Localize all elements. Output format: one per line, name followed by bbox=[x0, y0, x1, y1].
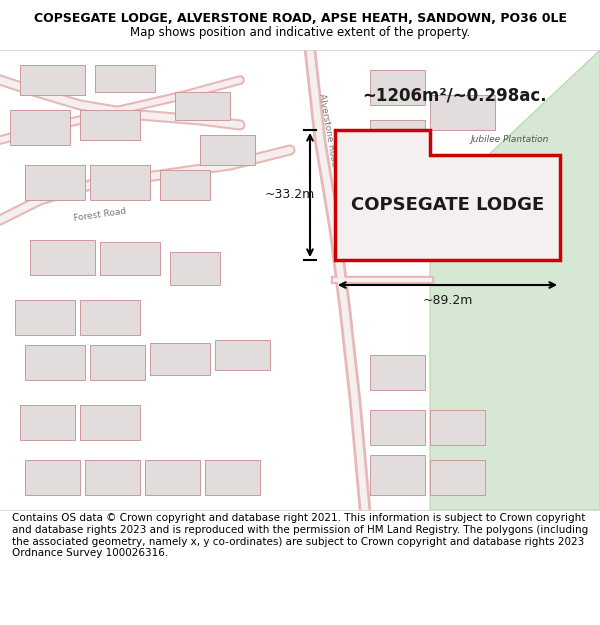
Bar bbox=[80, 110, 140, 140]
Bar bbox=[430, 95, 495, 130]
Bar bbox=[175, 92, 230, 120]
Bar bbox=[215, 340, 270, 370]
Bar bbox=[100, 242, 160, 275]
Bar bbox=[10, 110, 70, 145]
Text: Jubilee Plantation: Jubilee Plantation bbox=[471, 136, 549, 144]
Bar bbox=[205, 460, 260, 495]
Bar bbox=[15, 300, 75, 335]
Bar bbox=[85, 460, 140, 495]
Bar bbox=[80, 300, 140, 335]
Bar bbox=[430, 410, 485, 445]
Bar bbox=[20, 65, 85, 95]
Text: Contains OS data © Crown copyright and database right 2021. This information is : Contains OS data © Crown copyright and d… bbox=[12, 514, 588, 558]
Text: Forest Road: Forest Road bbox=[73, 207, 127, 223]
Bar bbox=[370, 170, 425, 205]
Bar bbox=[30, 240, 95, 275]
Text: Alverstone Road: Alverstone Road bbox=[317, 92, 339, 168]
Text: Map shows position and indicative extent of the property.: Map shows position and indicative extent… bbox=[130, 26, 470, 39]
Bar bbox=[90, 165, 150, 200]
Bar bbox=[90, 345, 145, 380]
Bar bbox=[160, 170, 210, 200]
Text: ~1206m²/~0.298ac.: ~1206m²/~0.298ac. bbox=[362, 86, 547, 104]
Text: ~33.2m: ~33.2m bbox=[265, 189, 315, 201]
Bar bbox=[20, 405, 75, 440]
Bar bbox=[145, 460, 200, 495]
Polygon shape bbox=[335, 130, 560, 260]
Bar bbox=[150, 343, 210, 375]
Bar bbox=[95, 65, 155, 92]
Bar bbox=[370, 455, 425, 495]
Text: ~89.2m: ~89.2m bbox=[423, 294, 473, 306]
Bar bbox=[25, 460, 80, 495]
Bar bbox=[25, 345, 85, 380]
Bar bbox=[80, 405, 140, 440]
Bar bbox=[430, 460, 485, 495]
Bar bbox=[370, 70, 425, 105]
Bar bbox=[370, 120, 425, 155]
Text: COPSEGATE LODGE, ALVERSTONE ROAD, APSE HEATH, SANDOWN, PO36 0LE: COPSEGATE LODGE, ALVERSTONE ROAD, APSE H… bbox=[34, 12, 566, 26]
Bar bbox=[170, 252, 220, 285]
Bar bbox=[370, 410, 425, 445]
Bar bbox=[25, 165, 85, 200]
Bar bbox=[370, 355, 425, 390]
Polygon shape bbox=[430, 50, 600, 510]
Text: COPSEGATE LODGE: COPSEGATE LODGE bbox=[352, 196, 545, 214]
Bar bbox=[200, 135, 255, 165]
